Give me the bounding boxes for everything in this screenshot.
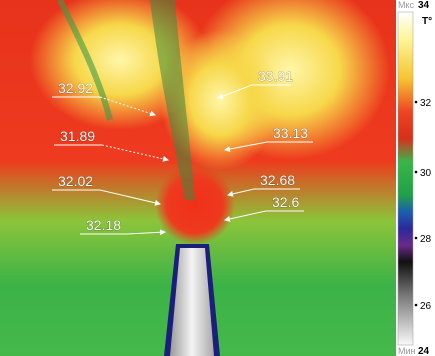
annotation-label: 32.6 — [272, 194, 299, 210]
scale-tick — [415, 304, 418, 307]
scale-tick-label: 32 — [420, 98, 432, 109]
annotation-label: 32.18 — [86, 217, 121, 233]
color-bar — [398, 12, 413, 345]
scale-tick-label: 28 — [420, 234, 432, 245]
scale-tick — [415, 101, 418, 104]
scale-tick — [415, 237, 418, 240]
annotation-label: 32.68 — [260, 172, 295, 188]
max-label: Мкс — [398, 0, 415, 10]
thermogram-view: Мкс 34 T° Мин 24 32.92 33.91 31.89 33.13 32.… — [0, 0, 435, 356]
scale-tick-label: 30 — [420, 168, 432, 179]
unit: T° — [422, 16, 432, 27]
annotation-label: 32.02 — [58, 173, 93, 189]
annotation-label: 31.89 — [60, 128, 95, 144]
scale-tick — [415, 171, 418, 174]
scale-tick-label: 26 — [420, 301, 432, 312]
hot-spot — [155, 165, 235, 245]
min-label: Мин — [398, 346, 416, 356]
annotation-label: 33.91 — [258, 68, 293, 84]
min-value: 24 — [418, 346, 430, 356]
annotation-label: 33.13 — [273, 125, 308, 141]
annotation-label: 32.92 — [58, 80, 93, 96]
page: {"thermogram": { "annotations": [ {"labe… — [0, 0, 435, 356]
max-value: 34 — [418, 0, 430, 11]
